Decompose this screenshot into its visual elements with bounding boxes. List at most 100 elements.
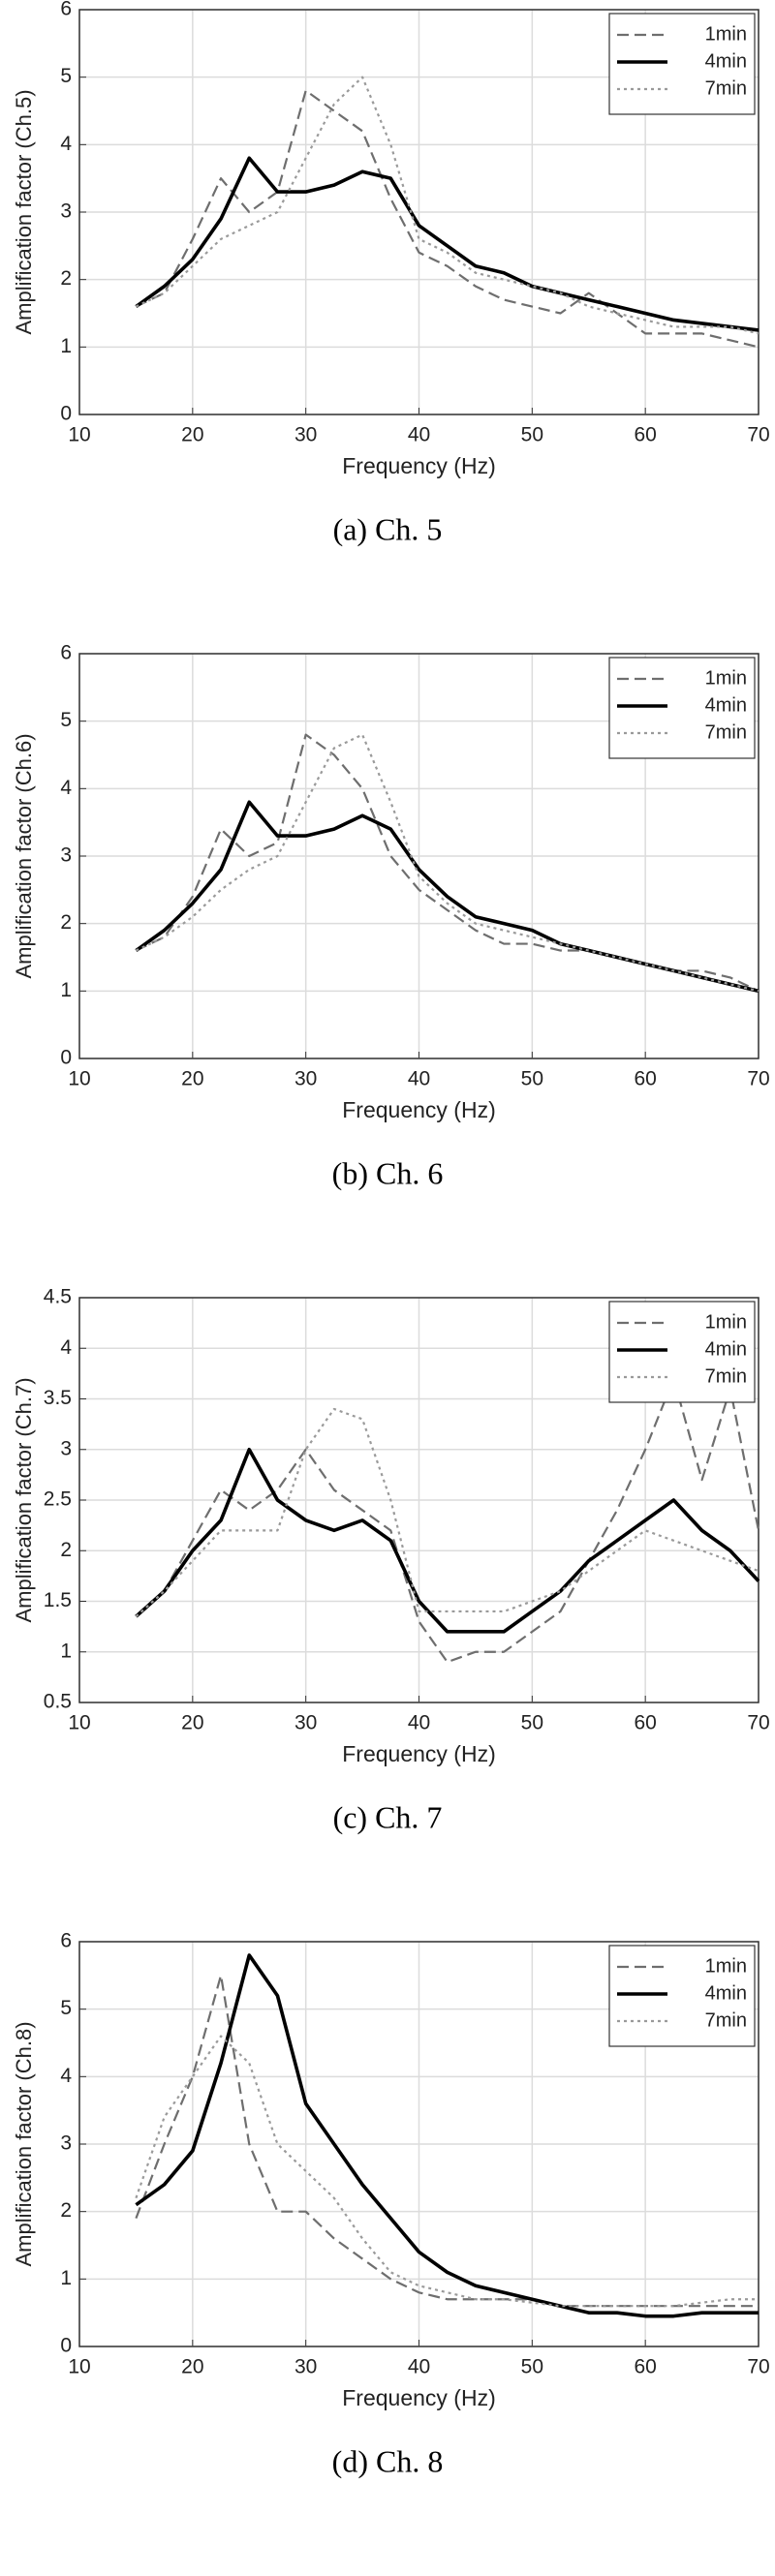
y-tick-label: 1.5 bbox=[44, 1589, 72, 1611]
x-tick-label: 10 bbox=[68, 2356, 90, 2378]
caption: (a) Ch. 5 bbox=[333, 511, 443, 546]
y-tick-label: 6 bbox=[60, 0, 72, 20]
legend-label: 4min bbox=[705, 1338, 747, 1360]
caption: (b) Ch. 6 bbox=[332, 1155, 444, 1190]
y-tick-label: 2 bbox=[60, 2199, 72, 2222]
series-line bbox=[135, 1447, 760, 1634]
legend-label: 7min bbox=[705, 721, 747, 743]
legend-label: 4min bbox=[705, 694, 747, 716]
y-tick-label: 6 bbox=[60, 1932, 72, 1952]
legend-label: 7min bbox=[705, 1365, 747, 1387]
x-tick-label: 50 bbox=[521, 1712, 543, 1734]
x-tick-label: 70 bbox=[747, 424, 769, 446]
x-tick-label: 20 bbox=[181, 2356, 203, 2378]
x-tick-label: 60 bbox=[634, 2356, 656, 2378]
plot-frame bbox=[78, 1941, 760, 2347]
y-tick-label: 3 bbox=[60, 200, 72, 223]
x-tick-label: 70 bbox=[747, 1068, 769, 1090]
x-tick-label: 10 bbox=[68, 424, 90, 446]
series-line bbox=[135, 156, 760, 332]
y-tick-label: 4 bbox=[60, 1336, 72, 1359]
y-tick-label: 0 bbox=[60, 2335, 72, 2357]
y-tick-label: 1 bbox=[60, 979, 72, 1001]
x-tick-label: 60 bbox=[634, 1712, 656, 1734]
y-tick-label: 3 bbox=[60, 844, 72, 867]
y-tick-label: 1 bbox=[60, 2267, 72, 2289]
x-tick-label: 40 bbox=[408, 1068, 430, 1090]
x-tick-label: 40 bbox=[408, 424, 430, 446]
legend-box bbox=[608, 1945, 756, 2047]
y-axis-label: Amplification factor (Ch.8) bbox=[12, 2021, 36, 2266]
x-tick-label: 30 bbox=[294, 1712, 317, 1734]
x-tick-label: 20 bbox=[181, 424, 203, 446]
x-tick-label: 60 bbox=[634, 1068, 656, 1090]
x-axis-label: Frequency (Hz) bbox=[342, 1741, 495, 1766]
y-tick-label: 0 bbox=[60, 403, 72, 425]
legend: 1min 4min 7min bbox=[608, 657, 756, 759]
series-line bbox=[135, 1953, 759, 2318]
chart: 10 20 30 40 50 60 70 0 1 2 3 4 5 6 Frequency (Hz) Ampli… bbox=[12, 644, 770, 1190]
y-tick-label: 3 bbox=[60, 1437, 72, 1459]
x-tick-label: 10 bbox=[68, 1712, 90, 1734]
series-line bbox=[135, 1407, 760, 1617]
caption: (d) Ch. 8 bbox=[332, 2443, 444, 2478]
caption: (c) Ch. 7 bbox=[333, 1799, 443, 1834]
legend: 1min 4min 7min bbox=[608, 1301, 756, 1403]
y-tick-label: 1 bbox=[60, 335, 72, 357]
chart: 10 20 30 40 50 60 70 0 1 2 3 4 5 6 Frequency (Hz) Ampli… bbox=[12, 0, 770, 546]
series-line bbox=[135, 89, 760, 349]
y-tick-label: 2 bbox=[60, 911, 72, 934]
legend-box bbox=[608, 1301, 756, 1403]
legend-box bbox=[608, 657, 756, 759]
plot-frame bbox=[78, 1297, 760, 1703]
x-axis-label: Frequency (Hz) bbox=[342, 2385, 495, 2410]
x-tick-label: 50 bbox=[521, 1068, 543, 1090]
legend: 1min 4min 7min bbox=[608, 13, 756, 115]
x-axis-label: Frequency (Hz) bbox=[342, 453, 495, 478]
legend-label: 1min bbox=[705, 667, 747, 689]
legend-label: 7min bbox=[705, 2009, 747, 2031]
y-tick-label: 2 bbox=[60, 1539, 72, 1561]
x-tick-label: 30 bbox=[294, 1068, 317, 1090]
x-tick-label: 40 bbox=[408, 2356, 430, 2378]
legend: 1min 4min 7min bbox=[608, 1945, 756, 2047]
x-tick-label: 40 bbox=[408, 1712, 430, 1734]
series-line bbox=[135, 1377, 760, 1664]
x-tick-label: 50 bbox=[521, 424, 543, 446]
legend-label: 1min bbox=[705, 1955, 747, 1977]
legend-label: 4min bbox=[705, 50, 747, 72]
y-tick-label: 5 bbox=[60, 1997, 72, 2019]
series-line bbox=[135, 733, 760, 993]
y-tick-label: 1 bbox=[60, 1640, 72, 1662]
x-tick-label: 20 bbox=[181, 1068, 203, 1090]
series-line bbox=[135, 800, 760, 994]
y-tick-label: 6 bbox=[60, 644, 72, 664]
x-tick-label: 50 bbox=[521, 2356, 543, 2378]
x-axis-label: Frequency (Hz) bbox=[342, 1097, 495, 1122]
x-tick-label: 70 bbox=[747, 2356, 769, 2378]
y-tick-label: 4 bbox=[60, 777, 72, 799]
y-tick-label: 5 bbox=[60, 65, 72, 87]
y-tick-label: 2 bbox=[60, 267, 72, 290]
series-line bbox=[135, 1974, 759, 2308]
legend-label: 7min bbox=[705, 77, 747, 99]
x-tick-label: 70 bbox=[747, 1712, 769, 1734]
x-tick-label: 10 bbox=[68, 1068, 90, 1090]
y-tick-label: 0.5 bbox=[44, 1691, 72, 1713]
legend-box bbox=[608, 13, 756, 115]
y-tick-label: 3.5 bbox=[44, 1387, 72, 1409]
y-tick-label: 2.5 bbox=[44, 1488, 72, 1511]
legend-label: 4min bbox=[705, 1982, 747, 2004]
y-tick-label: 4.5 bbox=[44, 1288, 72, 1308]
x-tick-label: 30 bbox=[294, 2356, 317, 2378]
plot-frame bbox=[78, 9, 760, 415]
legend-label: 1min bbox=[705, 1311, 747, 1333]
y-tick-label: 4 bbox=[60, 133, 72, 155]
y-tick-label: 5 bbox=[60, 709, 72, 731]
x-tick-label: 20 bbox=[181, 1712, 203, 1734]
series-line bbox=[135, 2035, 759, 2308]
y-tick-label: 0 bbox=[60, 1047, 72, 1069]
y-tick-label: 3 bbox=[60, 2132, 72, 2155]
